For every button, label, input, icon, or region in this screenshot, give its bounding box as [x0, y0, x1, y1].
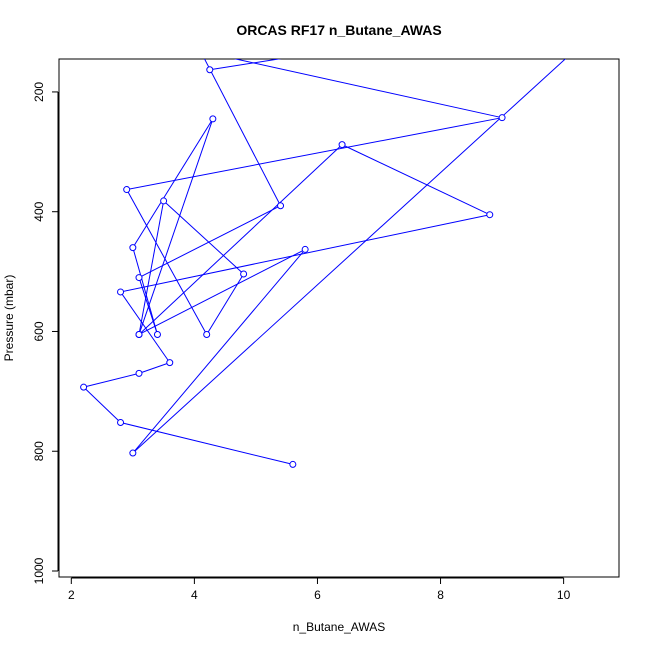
- y-axis-label: Pressure (mbar): [2, 275, 16, 362]
- series-line-segment: [132, 59, 566, 454]
- y-axis: 200 400 600 800 1000: [32, 82, 59, 584]
- series-line-segment: [83, 386, 121, 423]
- data-point: [289, 460, 297, 468]
- data-point: [153, 330, 161, 338]
- x-axis: 2 4 6 8 10: [68, 577, 571, 602]
- series-line-segment: [120, 422, 293, 465]
- series-line-segment: [341, 144, 490, 216]
- series-line-segment: [206, 273, 245, 335]
- series-line-segment: [132, 249, 306, 454]
- series-line-segment: [132, 247, 158, 335]
- data-point: [135, 369, 143, 377]
- series-line-segment: [120, 214, 490, 293]
- series-line-segment: [126, 117, 503, 191]
- series-line-segment: [209, 59, 282, 71]
- series-line-segment: [138, 248, 306, 335]
- plot-frame: [58, 58, 620, 578]
- data-point: [209, 115, 217, 123]
- data-point: [135, 274, 143, 282]
- x-axis-label: n_Butane_AWAS: [293, 620, 386, 634]
- series-line-segment: [138, 200, 165, 335]
- x-tick-label: 4: [191, 588, 198, 602]
- series-line-segment: [233, 59, 503, 119]
- data-point: [80, 383, 88, 391]
- x-tick-label: 2: [68, 588, 75, 602]
- data-point: [166, 359, 174, 367]
- y-tick-label: 600: [32, 321, 46, 341]
- y-tick-label: 1000: [32, 557, 46, 584]
- data-point: [277, 202, 285, 210]
- y-tick-label: 800: [32, 441, 46, 461]
- x-tick-label: 10: [557, 588, 571, 602]
- data-point: [498, 114, 506, 122]
- y-tick-label: 400: [32, 201, 46, 221]
- series-line-segment: [163, 200, 244, 275]
- data-point: [129, 449, 137, 457]
- series-line-segment: [138, 144, 343, 335]
- data-point: [240, 270, 248, 278]
- data-point: [117, 288, 125, 296]
- series-line-segment: [204, 59, 281, 206]
- data-point: [203, 330, 211, 338]
- series-line-segment: [138, 362, 170, 374]
- y-tick-label: 200: [32, 82, 46, 102]
- series-line-segment: [126, 189, 208, 335]
- data-point: [338, 141, 346, 149]
- data-series: [80, 59, 566, 468]
- data-point: [206, 66, 214, 74]
- series-line-segment: [138, 118, 214, 335]
- data-point: [301, 245, 309, 253]
- data-point: [160, 197, 168, 205]
- series-line-segment: [83, 372, 140, 388]
- data-point: [135, 330, 143, 338]
- x-tick-label: 8: [437, 588, 444, 602]
- data-point: [129, 244, 137, 252]
- x-tick-label: 6: [314, 588, 321, 602]
- data-point: [117, 418, 125, 426]
- series-line-segment: [132, 118, 214, 248]
- series-line-segment: [120, 291, 171, 363]
- series-line-segment: [138, 205, 281, 279]
- data-point: [123, 186, 131, 194]
- data-point: [486, 211, 494, 219]
- chart-title: ORCAS RF17 n_Butane_AWAS: [236, 22, 441, 38]
